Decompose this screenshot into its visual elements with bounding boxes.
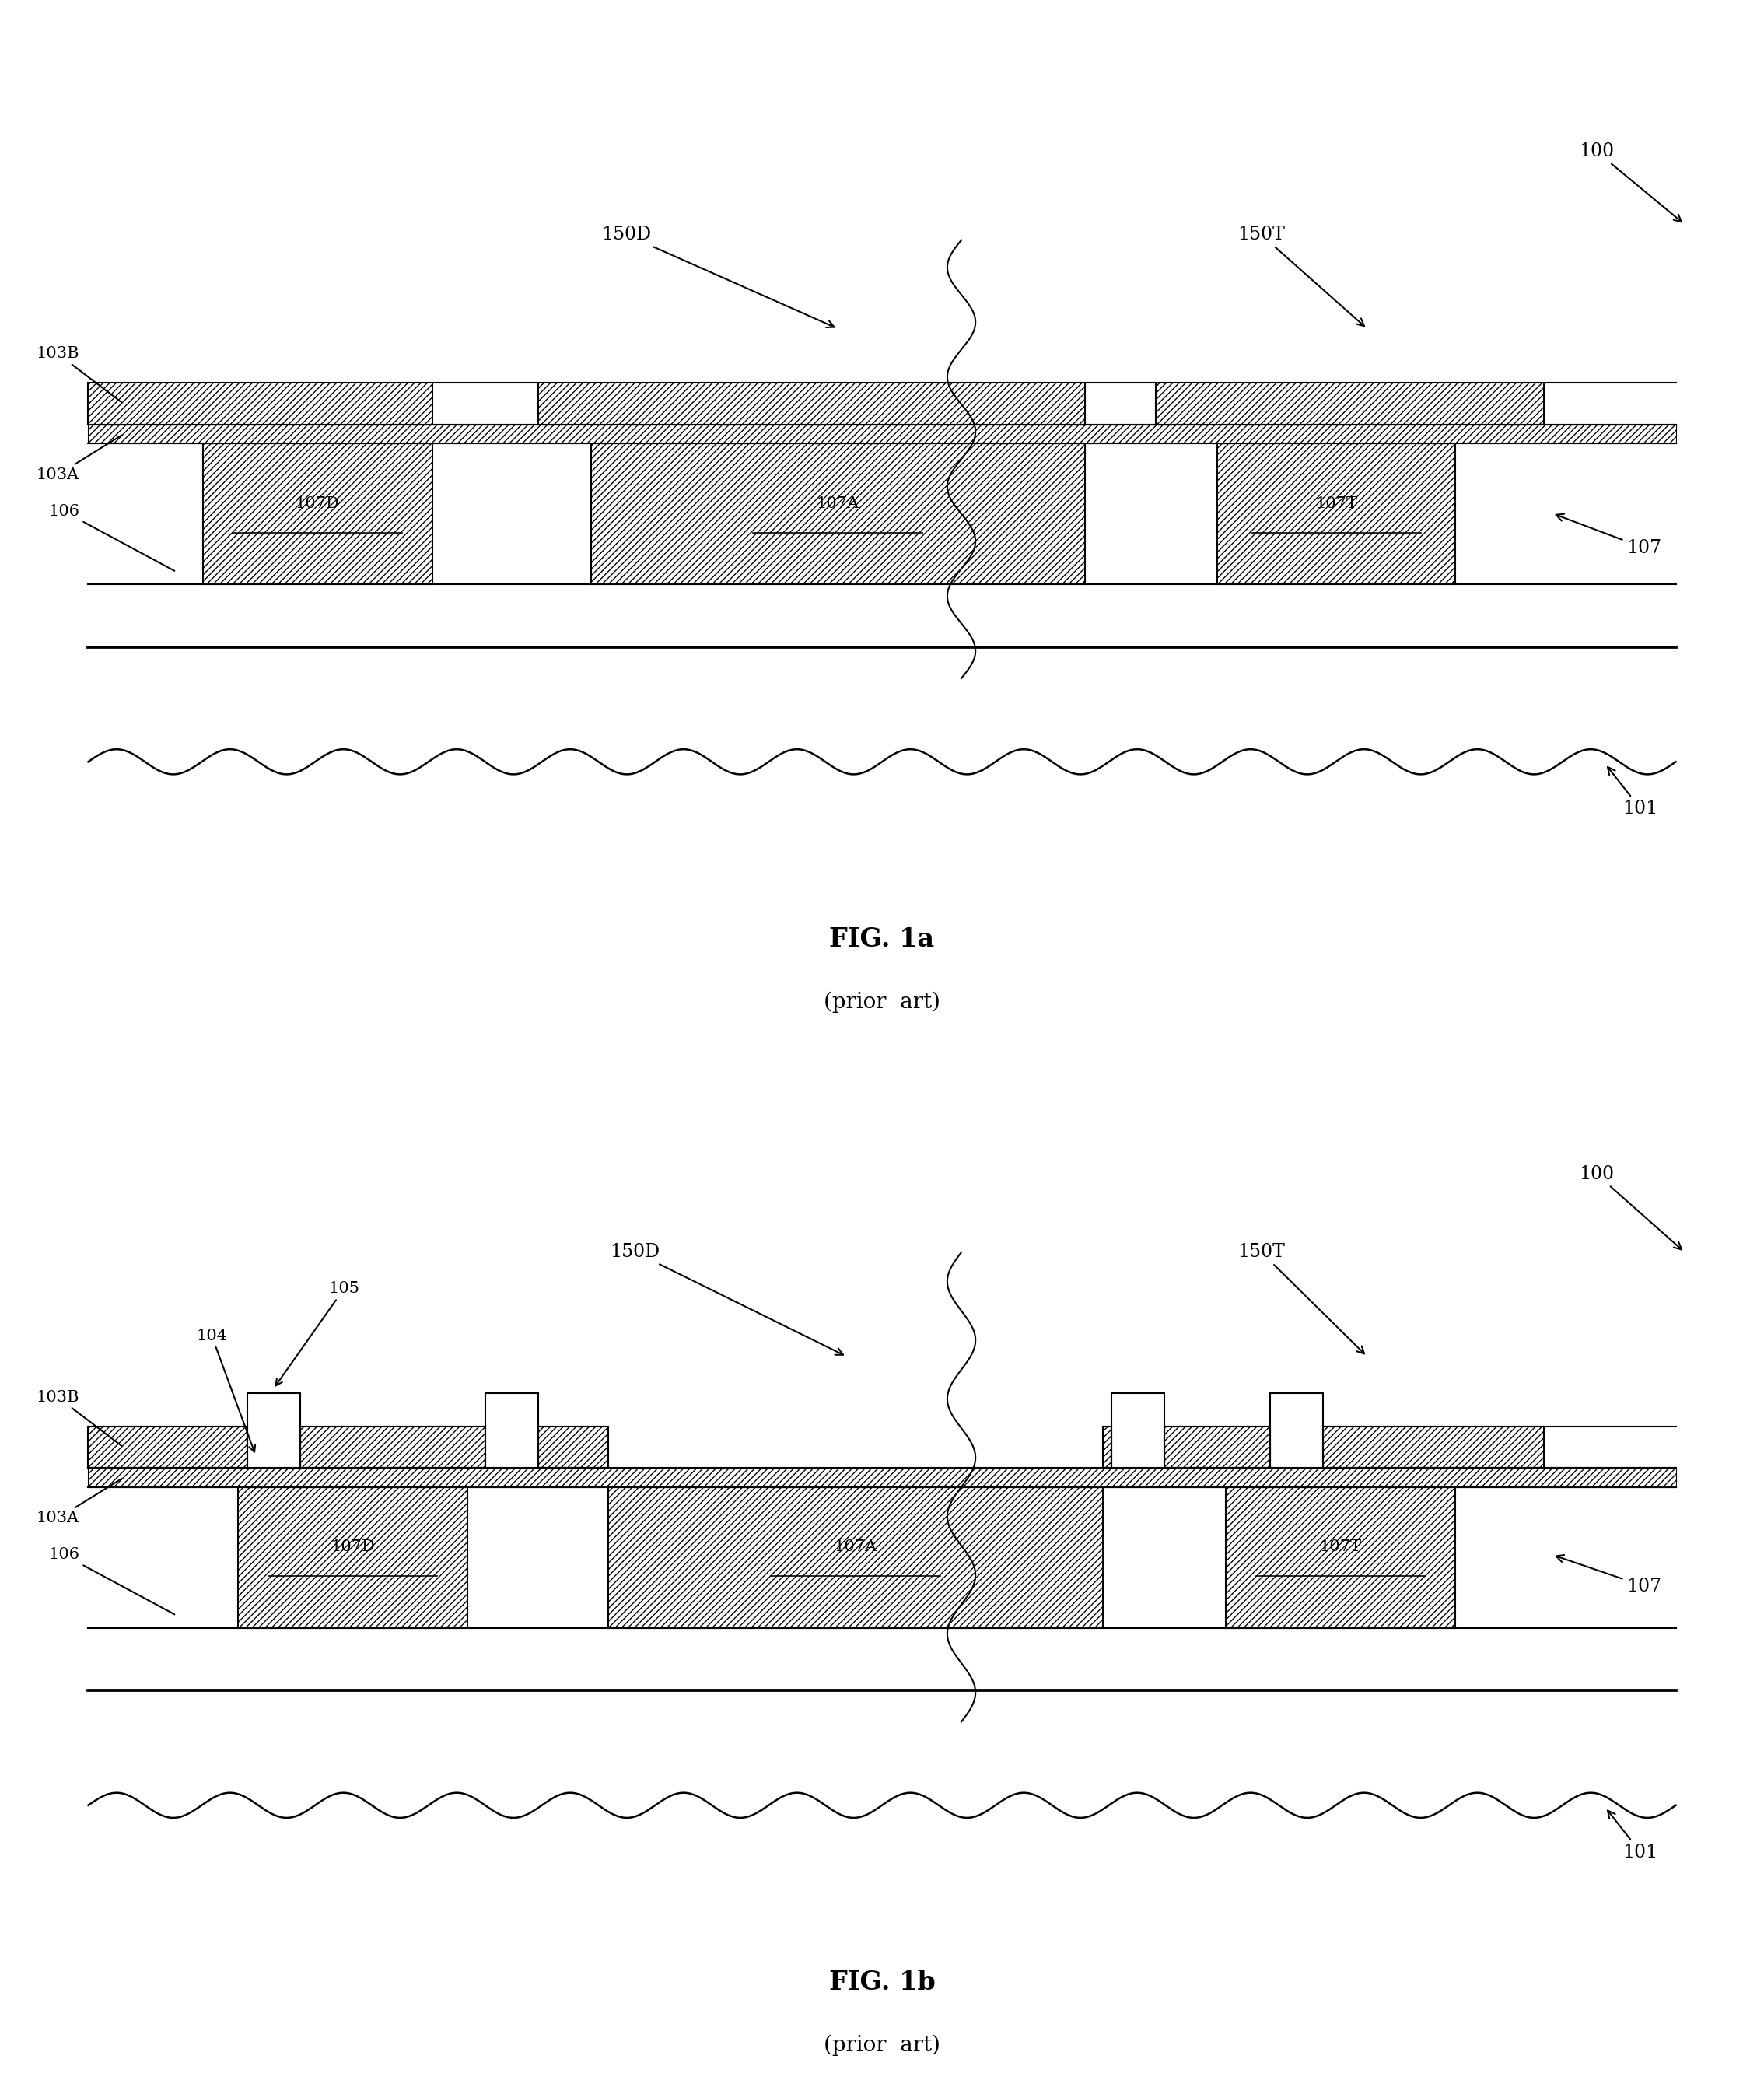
Text: 150T: 150T	[1238, 1244, 1364, 1354]
Text: 107: 107	[1556, 1555, 1662, 1594]
Text: FIG. 1a: FIG. 1a	[829, 927, 935, 952]
Text: 105: 105	[275, 1281, 360, 1386]
Text: 150D: 150D	[610, 1244, 843, 1354]
Bar	[1164, 1428, 1270, 1469]
Text: 107D: 107D	[330, 1540, 376, 1555]
Bar	[1270, 1425, 1323, 1469]
Bar	[88, 1428, 247, 1469]
Text: 107D: 107D	[295, 497, 340, 511]
Text: 100: 100	[1579, 1165, 1681, 1250]
Text: (prior  art): (prior art)	[824, 2035, 940, 2056]
Text: 107A: 107A	[817, 497, 859, 511]
Bar	[203, 445, 432, 584]
Text: 104: 104	[196, 1327, 256, 1453]
Bar	[300, 1428, 485, 1469]
Text: 103A: 103A	[37, 436, 122, 482]
Text: 103A: 103A	[37, 1480, 122, 1526]
Text: FIG. 1b: FIG. 1b	[829, 1970, 935, 1995]
Bar	[485, 1394, 538, 1469]
Text: 107T: 107T	[1316, 497, 1357, 511]
Text: 101: 101	[1607, 766, 1658, 818]
Bar	[485, 1425, 538, 1469]
Bar	[1270, 1394, 1323, 1469]
Bar	[1111, 1425, 1164, 1469]
Bar	[591, 445, 1085, 584]
Bar	[1102, 1428, 1111, 1469]
Bar	[247, 1394, 300, 1469]
Text: (prior  art): (prior art)	[824, 991, 940, 1012]
Text: 103B: 103B	[37, 1390, 122, 1446]
Bar	[88, 1469, 1676, 1486]
Bar	[1155, 384, 1544, 426]
Bar	[1217, 445, 1455, 584]
Bar	[609, 1486, 1102, 1628]
Text: 106: 106	[48, 503, 175, 572]
Text: 150D: 150D	[602, 225, 834, 328]
Text: 103B: 103B	[37, 346, 122, 403]
Text: 106: 106	[48, 1546, 175, 1615]
Text: 107A: 107A	[834, 1540, 877, 1555]
Bar	[238, 1486, 467, 1628]
Bar	[538, 1428, 609, 1469]
Text: 100: 100	[1579, 142, 1681, 221]
Bar	[88, 426, 1676, 442]
Bar	[88, 384, 432, 426]
Text: 101: 101	[1607, 1809, 1658, 1862]
Bar	[1323, 1428, 1544, 1469]
Bar	[247, 1425, 300, 1469]
Bar	[538, 384, 1085, 426]
Text: 150T: 150T	[1238, 225, 1364, 326]
Text: 107: 107	[1556, 513, 1662, 557]
Text: 107T: 107T	[1319, 1540, 1362, 1555]
Bar	[1226, 1486, 1455, 1628]
Bar	[1111, 1394, 1164, 1469]
